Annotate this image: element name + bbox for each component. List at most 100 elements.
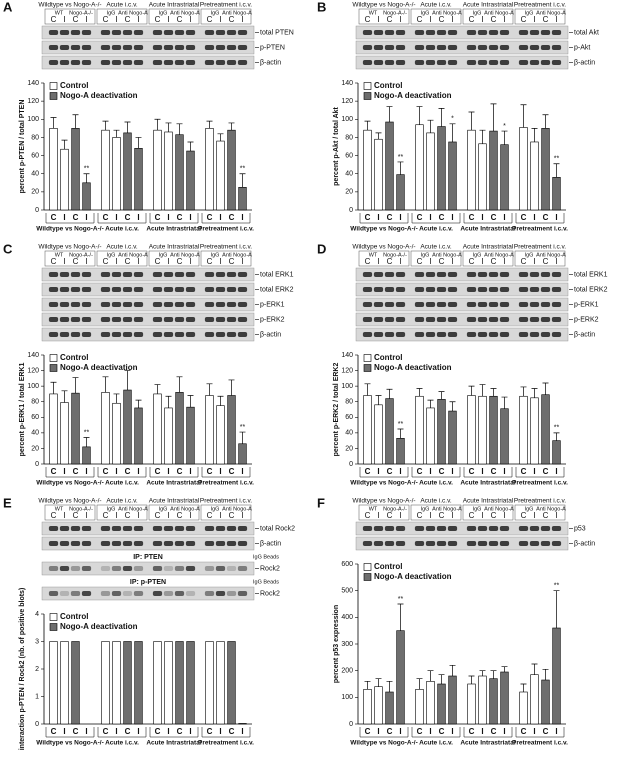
blot-subgroup-label: IgG [421,506,430,512]
error-bar [468,111,475,131]
blot-subgroup-label: IgG [107,252,116,258]
blot-group-label: Pretreatment i.c.v. [514,2,566,9]
group-bracket [45,467,95,478]
error-bar [165,395,172,408]
blot-group-label: Acute i.c.v. [106,2,138,9]
blot-band [488,541,499,546]
blot-band [152,287,163,292]
blot-band [152,541,163,546]
blot-band [48,332,59,337]
blot-band [122,302,133,307]
blot-group-label: Acute i.c.v. [420,2,452,9]
blot-lane-label: C [387,257,393,266]
blot-lane-label: I [555,257,557,266]
blot-band [122,272,133,277]
blot-lane-label: I [189,15,191,24]
x-group-label: Pretreatment i.c.v. [512,740,568,747]
blot-band [362,45,373,50]
blot-band [488,287,499,292]
blot-band [70,317,81,322]
group-bracket [411,727,461,738]
blot-band [477,30,488,35]
blot-band [81,541,92,546]
y-tick-label: 80 [31,399,39,406]
bar [500,671,509,725]
y-tick-label: 4 [35,611,39,618]
y-tick-label: 500 [341,588,353,595]
blot-strip [355,55,569,70]
blot-band [436,332,447,337]
legend-swatch [49,623,58,631]
blot-lane-label: C [521,15,527,24]
bar [478,143,487,211]
group-bracket [201,213,251,224]
blot-band [518,30,529,35]
blot-group-label: Acute i.c.v. [106,498,138,505]
y-tick-label: 200 [341,668,353,675]
x-tick-label: I [85,467,87,476]
blot-band [204,541,215,546]
x-tick-label: I [555,213,557,222]
x-tick-label: I [63,467,65,476]
blot-band [466,332,477,337]
x-tick-label: C [469,467,475,476]
blot-lane-label: C [491,257,497,266]
error-bar [468,675,475,684]
blot-band [133,30,144,35]
error-bar [217,133,224,142]
blot-band [518,60,529,65]
y-tick-label: 0 [349,461,353,468]
error-bar [113,393,120,404]
blot-subgroup-label: Anti Nogo-A [432,506,462,512]
bar [478,395,487,465]
blot-band [436,60,447,65]
blot-lane-label: C [229,15,235,24]
blot-strip [41,267,255,282]
x-group-label: Acute i.c.v. [105,740,139,747]
blot-lane-label: C [103,15,109,24]
blot-band [237,332,248,337]
blot-label: p-ERK1 [260,301,285,308]
significance-mark: ** [84,166,90,173]
x-tick-label: C [155,213,161,222]
blot-subgroup-label: IgG [107,506,116,512]
blot-band [152,272,163,277]
blot-band [237,302,248,307]
group-bracket [411,467,461,478]
blot-group-label: Pretreatment i.c.v. [514,244,566,251]
blot-band [551,302,562,307]
blot-band [215,45,226,50]
y-tick-label: 120 [341,98,353,105]
blot-band [70,60,81,65]
blot-band [185,302,196,307]
blot-band [414,541,425,546]
blot-band [111,45,122,50]
x-tick-label: C [387,727,393,736]
group-bracket [149,727,199,738]
blot-band [237,60,248,65]
blot-band [204,526,215,531]
blot-subgroup-label: IgG [525,10,534,16]
x-tick-label: C [207,213,213,222]
blot-subgroup-label: Anti Nogo-A [536,506,566,512]
bar [363,129,372,211]
blot-subgroup-label: IgG [107,10,116,16]
blot-band [70,287,81,292]
blot-strip [355,536,569,551]
blot-band [163,60,174,65]
group-bracket [463,467,513,478]
bar [415,689,424,725]
bar [363,395,372,465]
blot-band [185,45,196,50]
blot-band [70,302,81,307]
x-tick-label: C [103,213,109,222]
blot-lane-label: C [207,511,213,520]
blot-group-frame [358,250,410,267]
blot-subgroup-label: Anti Nogo-A [222,506,252,512]
blot-lane-label: C [177,257,183,266]
blot-band [551,526,562,531]
blot-lane-label: I [167,257,169,266]
x-group-label: Acute i.c.v. [419,226,453,233]
group-bracket [515,213,565,224]
